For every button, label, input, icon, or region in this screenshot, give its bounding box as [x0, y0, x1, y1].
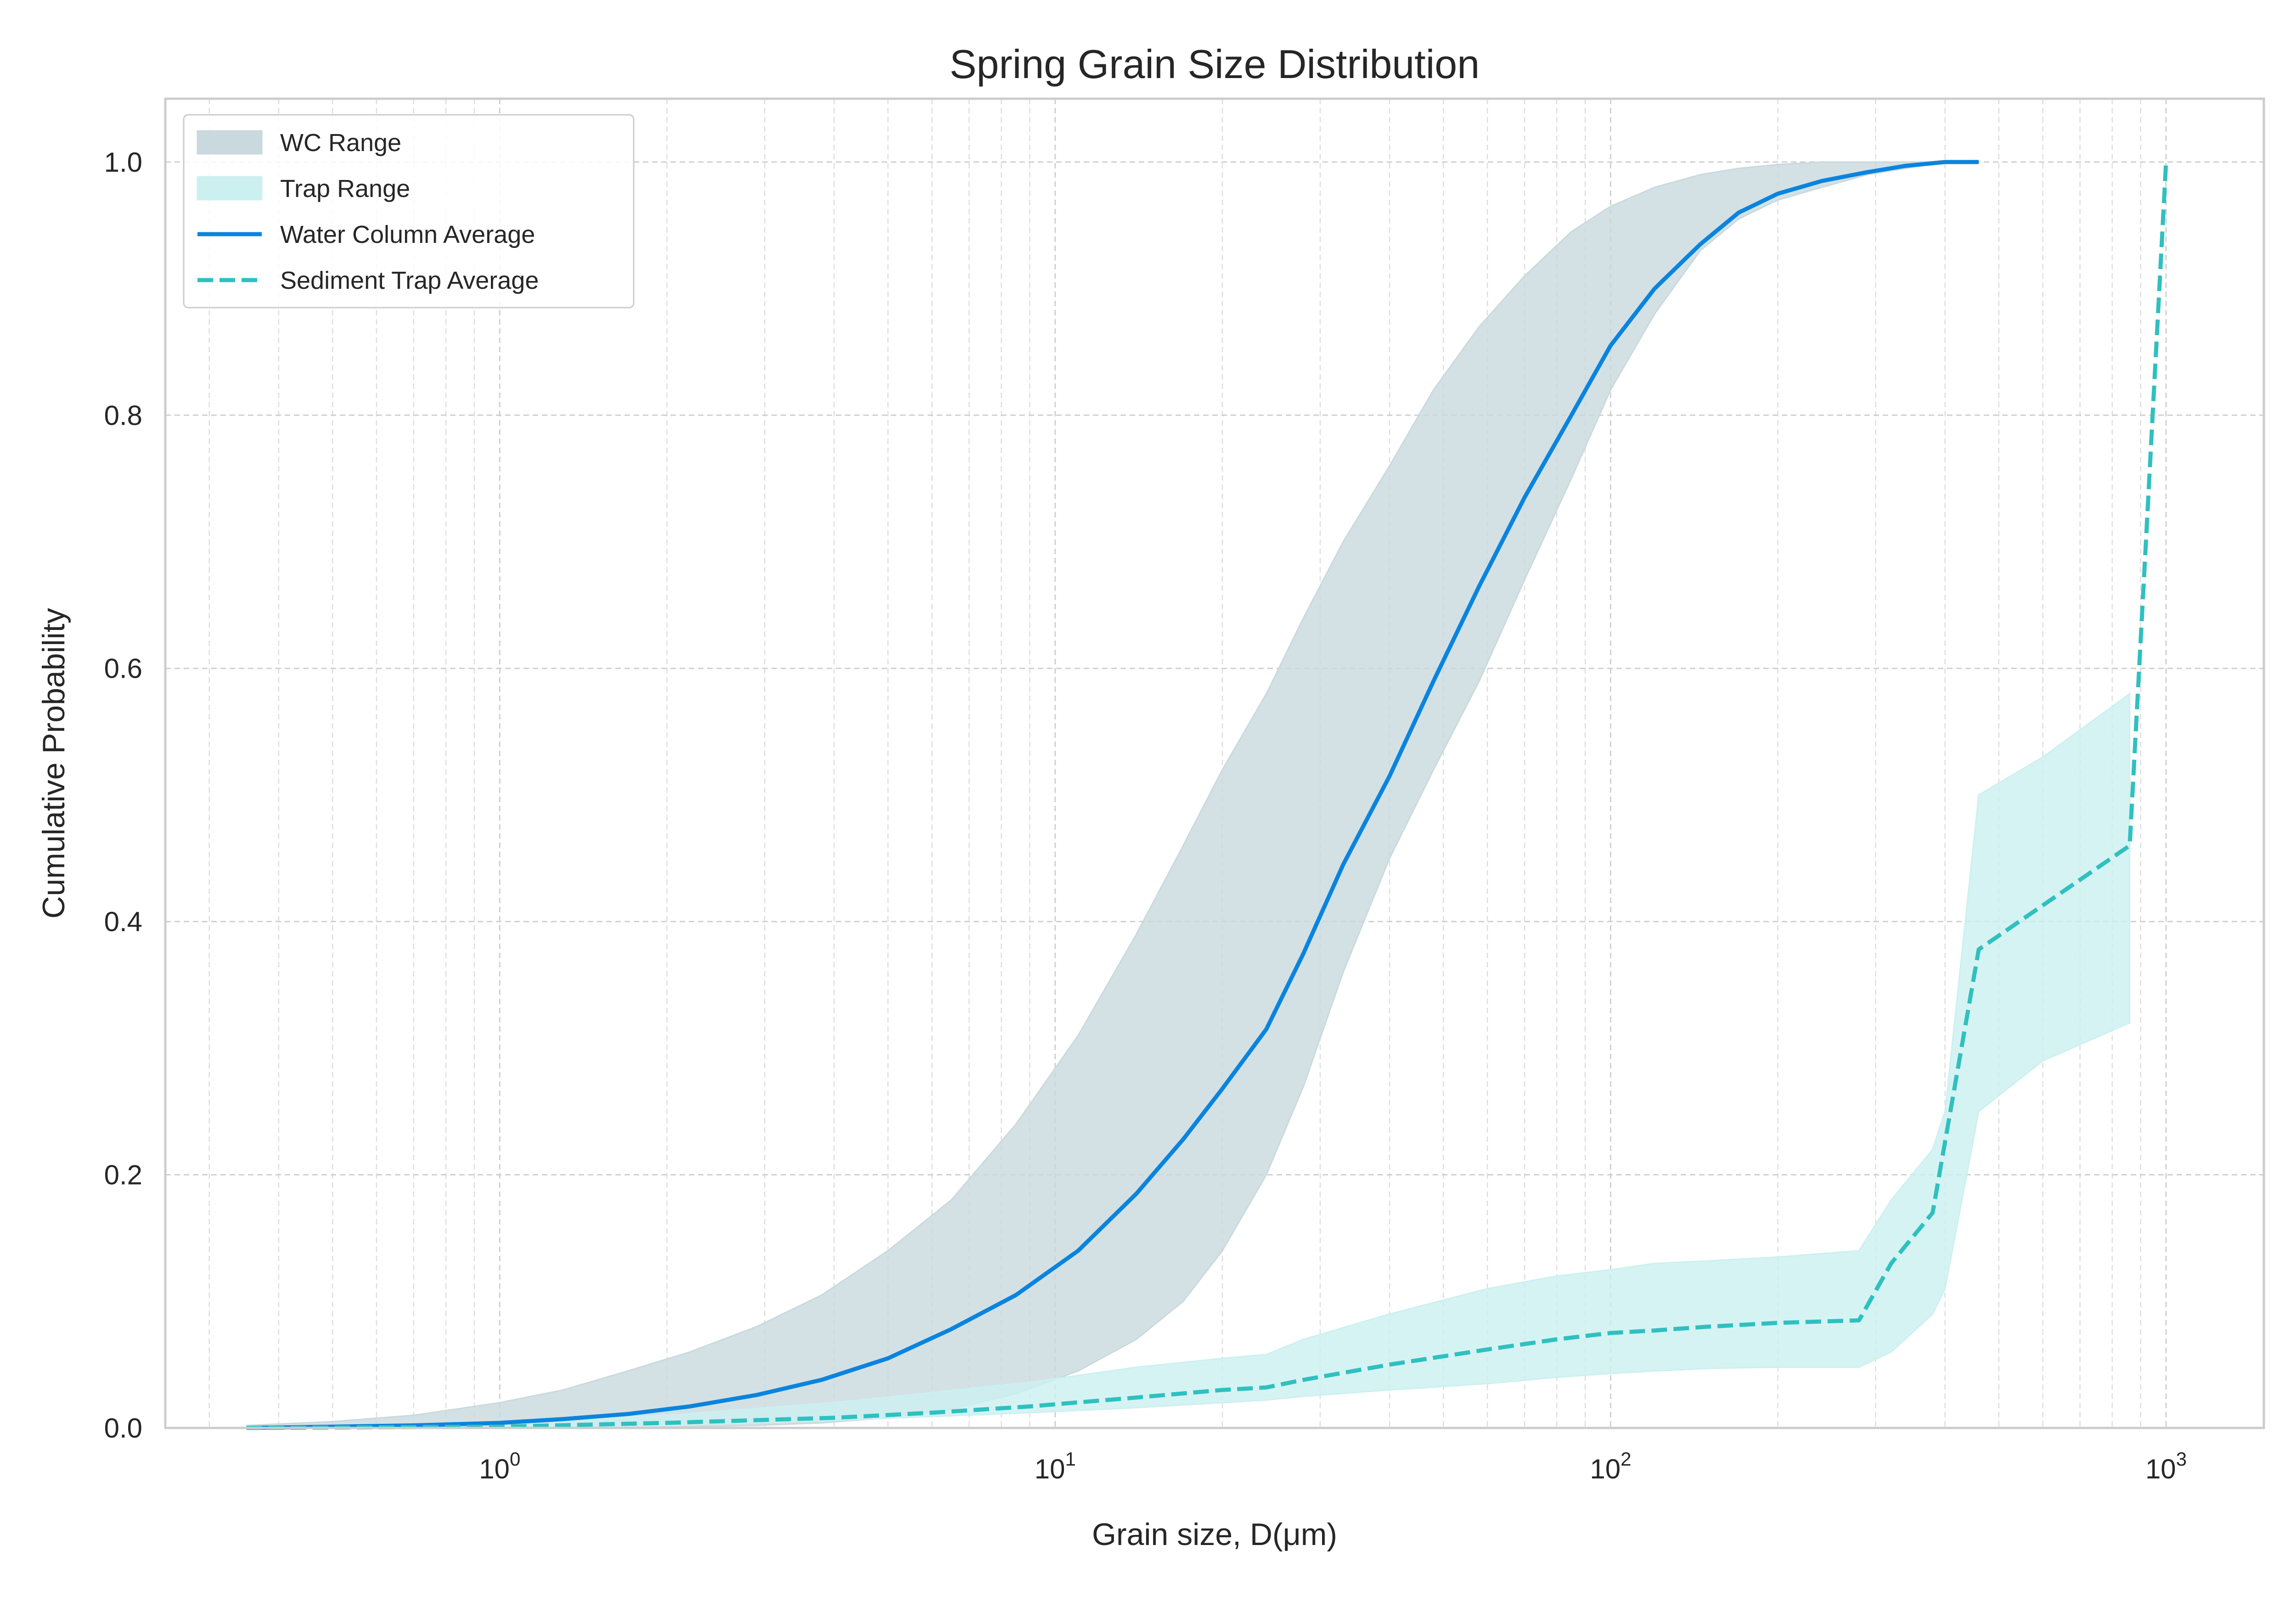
y-tick-label: 0.6 [104, 653, 142, 684]
trap-range-band [246, 692, 2131, 1429]
y-tick-label: 0.4 [104, 906, 142, 937]
legend-box [183, 114, 635, 309]
y-tick-label: 0.2 [104, 1160, 142, 1191]
y-tick-label: 0.8 [104, 400, 142, 431]
sediment-trap-average-line [246, 162, 2168, 1430]
legend-label-water-column-average: Water Column Average [280, 221, 535, 248]
x-tick-label: 102 [1590, 1448, 1631, 1484]
legend: WC Range Trap Range Water Column Average Se… [183, 114, 635, 309]
legend-label-trap-range: Trap Range [280, 175, 410, 202]
plot-frame [164, 97, 2265, 1429]
x-tick-label: 103 [2145, 1448, 2187, 1484]
x-axis-label: Grain size, D(μm) [1092, 1517, 1337, 1552]
y-axis-label: Cumulative Probability [36, 608, 71, 919]
series-lines [246, 160, 2168, 1430]
y-tick-label: 1.0 [104, 147, 142, 178]
x-tick-label: 100 [479, 1448, 520, 1484]
x-tick-label: 101 [1035, 1448, 1076, 1484]
y-tick-label: 0.0 [104, 1413, 142, 1444]
chart-title: Spring Grain Size Distribution [950, 41, 1480, 87]
legend-swatch-wc-range [197, 130, 263, 155]
legend-label-sediment-trap-average: Sediment Trap Average [280, 267, 539, 294]
water-column-average-line [246, 160, 1979, 1430]
tick-labels: 0.0 0.2 0.4 0.6 0.8 1.0 100 101 102 103 [104, 147, 2187, 1484]
legend-swatch-trap-range [197, 176, 263, 201]
legend-label-wc-range: WC Range [280, 129, 401, 157]
